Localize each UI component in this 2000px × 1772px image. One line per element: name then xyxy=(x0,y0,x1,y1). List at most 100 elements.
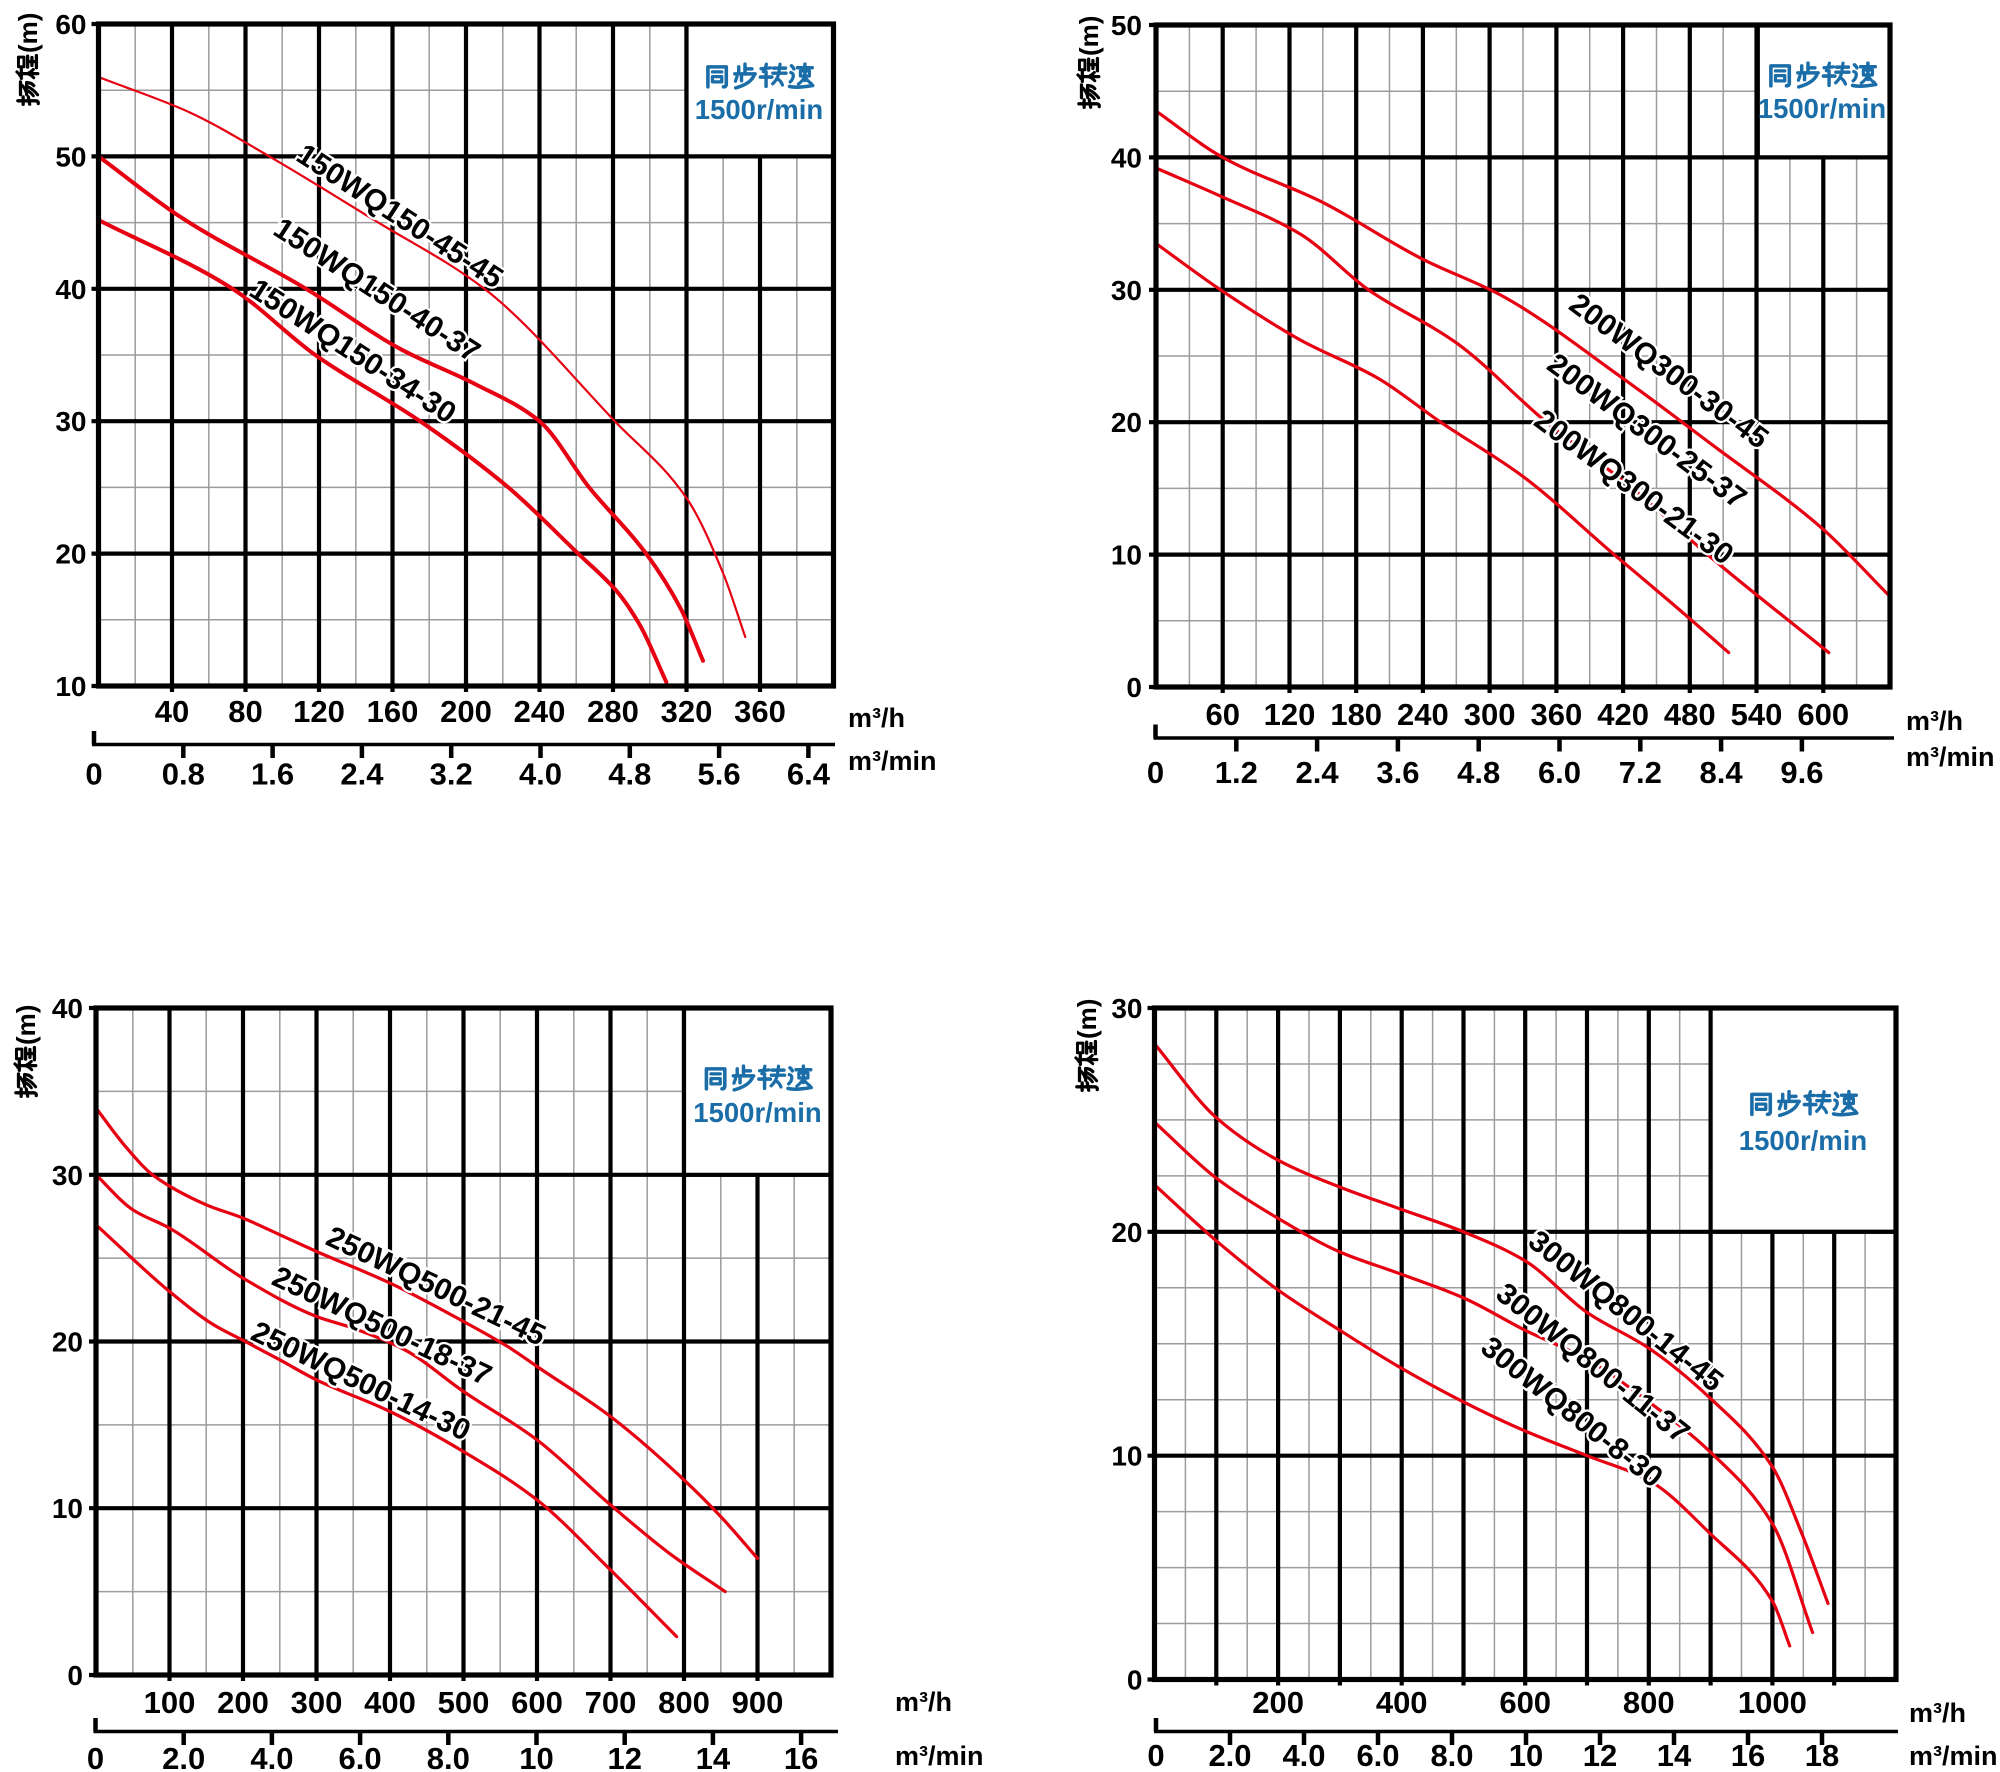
svg-text:240: 240 xyxy=(514,694,566,729)
svg-text:600: 600 xyxy=(1797,697,1849,732)
svg-text:6.0: 6.0 xyxy=(1356,1738,1399,1772)
svg-text:m³/h: m³/h xyxy=(1909,1698,1966,1728)
svg-text:200: 200 xyxy=(1252,1685,1304,1720)
svg-text:400: 400 xyxy=(1376,1685,1428,1720)
svg-text:2.4: 2.4 xyxy=(340,757,384,792)
svg-text:0.8: 0.8 xyxy=(162,757,205,792)
svg-text:6.0: 6.0 xyxy=(1538,755,1581,790)
svg-text:20: 20 xyxy=(1111,407,1142,438)
svg-text:12: 12 xyxy=(1583,1738,1617,1772)
svg-text:10: 10 xyxy=(55,671,86,702)
svg-text:(m): (m) xyxy=(1072,999,1102,1039)
svg-text:30: 30 xyxy=(1111,993,1142,1024)
svg-text:500: 500 xyxy=(438,1685,490,1720)
svg-text:40: 40 xyxy=(55,274,86,305)
svg-text:2.4: 2.4 xyxy=(1296,755,1340,790)
svg-text:120: 120 xyxy=(293,694,345,729)
svg-text:m³/h: m³/h xyxy=(895,1687,952,1717)
svg-text:30: 30 xyxy=(55,406,86,437)
svg-text:800: 800 xyxy=(1623,1685,1675,1720)
svg-text:4.8: 4.8 xyxy=(1457,755,1500,790)
svg-text:700: 700 xyxy=(585,1685,637,1720)
svg-text:0: 0 xyxy=(85,757,102,792)
svg-text:1500r/min: 1500r/min xyxy=(693,1097,821,1128)
svg-text:60: 60 xyxy=(1205,697,1239,732)
svg-text:12: 12 xyxy=(607,1741,641,1772)
svg-text:4.8: 4.8 xyxy=(608,757,651,792)
svg-text:1.6: 1.6 xyxy=(251,757,294,792)
svg-text:540: 540 xyxy=(1731,697,1783,732)
svg-text:10: 10 xyxy=(1509,1738,1543,1772)
svg-text:10: 10 xyxy=(519,1741,553,1772)
svg-text:20: 20 xyxy=(1111,1217,1142,1248)
svg-text:14: 14 xyxy=(696,1741,731,1772)
svg-text:8.0: 8.0 xyxy=(1430,1738,1473,1772)
svg-text:180: 180 xyxy=(1330,697,1382,732)
svg-text:360: 360 xyxy=(1531,697,1583,732)
svg-text:360: 360 xyxy=(734,694,786,729)
svg-text:16: 16 xyxy=(1731,1738,1765,1772)
svg-text:400: 400 xyxy=(364,1685,416,1720)
svg-text:60: 60 xyxy=(55,9,86,40)
svg-text:240: 240 xyxy=(1397,697,1449,732)
svg-text:1000: 1000 xyxy=(1738,1685,1807,1720)
svg-text:(m): (m) xyxy=(1074,16,1104,56)
svg-text:10: 10 xyxy=(1111,1441,1142,1472)
svg-text:1500r/min: 1500r/min xyxy=(1758,93,1886,124)
svg-text:160: 160 xyxy=(367,694,419,729)
svg-text:8.4: 8.4 xyxy=(1700,755,1744,790)
svg-text:30: 30 xyxy=(1111,275,1142,306)
svg-text:20: 20 xyxy=(52,1327,83,1358)
svg-text:m³/h: m³/h xyxy=(1906,706,1963,736)
svg-text:0: 0 xyxy=(1127,1665,1143,1696)
svg-text:40: 40 xyxy=(52,993,83,1024)
svg-text:80: 80 xyxy=(228,694,262,729)
svg-text:3.2: 3.2 xyxy=(430,757,473,792)
svg-text:m³/min: m³/min xyxy=(1906,742,1995,772)
svg-text:200: 200 xyxy=(217,1685,269,1720)
svg-text:280: 280 xyxy=(587,694,639,729)
svg-text:(m): (m) xyxy=(13,13,43,53)
svg-text:10: 10 xyxy=(1111,540,1142,571)
svg-text:7.2: 7.2 xyxy=(1619,755,1662,790)
svg-text:6.4: 6.4 xyxy=(787,757,831,792)
svg-text:(m): (m) xyxy=(11,1005,41,1045)
svg-text:30: 30 xyxy=(52,1160,83,1191)
svg-text:300: 300 xyxy=(1464,697,1516,732)
svg-text:20: 20 xyxy=(55,539,86,570)
svg-text:480: 480 xyxy=(1664,697,1716,732)
svg-text:m³/min: m³/min xyxy=(1909,1741,1998,1771)
svg-text:6.0: 6.0 xyxy=(339,1741,382,1772)
svg-text:600: 600 xyxy=(511,1685,563,1720)
svg-text:1.2: 1.2 xyxy=(1215,755,1258,790)
svg-text:120: 120 xyxy=(1264,697,1316,732)
svg-text:100: 100 xyxy=(144,1685,196,1720)
svg-text:0: 0 xyxy=(1147,1738,1164,1772)
svg-text:50: 50 xyxy=(55,141,86,172)
svg-text:4.0: 4.0 xyxy=(250,1741,293,1772)
svg-text:200: 200 xyxy=(440,694,492,729)
svg-text:0: 0 xyxy=(87,1741,104,1772)
svg-text:2.0: 2.0 xyxy=(162,1741,205,1772)
svg-text:0: 0 xyxy=(1126,672,1142,703)
svg-text:420: 420 xyxy=(1597,697,1649,732)
svg-text:0: 0 xyxy=(1147,755,1164,790)
svg-text:18: 18 xyxy=(1805,1738,1839,1772)
svg-text:14: 14 xyxy=(1657,1738,1692,1772)
svg-text:2.0: 2.0 xyxy=(1208,1738,1251,1772)
svg-text:1500r/min: 1500r/min xyxy=(695,94,823,125)
svg-text:4.0: 4.0 xyxy=(519,757,562,792)
svg-text:4.0: 4.0 xyxy=(1282,1738,1325,1772)
svg-text:5.6: 5.6 xyxy=(698,757,741,792)
svg-text:m³/min: m³/min xyxy=(848,746,937,776)
svg-text:40: 40 xyxy=(155,694,189,729)
svg-text:16: 16 xyxy=(784,1741,818,1772)
svg-text:1500r/min: 1500r/min xyxy=(1739,1125,1867,1156)
svg-text:320: 320 xyxy=(661,694,713,729)
svg-text:50: 50 xyxy=(1111,10,1142,41)
svg-text:m³/min: m³/min xyxy=(895,1741,984,1771)
svg-text:9.6: 9.6 xyxy=(1780,755,1823,790)
svg-text:3.6: 3.6 xyxy=(1376,755,1419,790)
svg-text:900: 900 xyxy=(732,1685,784,1720)
svg-text:10: 10 xyxy=(52,1493,83,1524)
